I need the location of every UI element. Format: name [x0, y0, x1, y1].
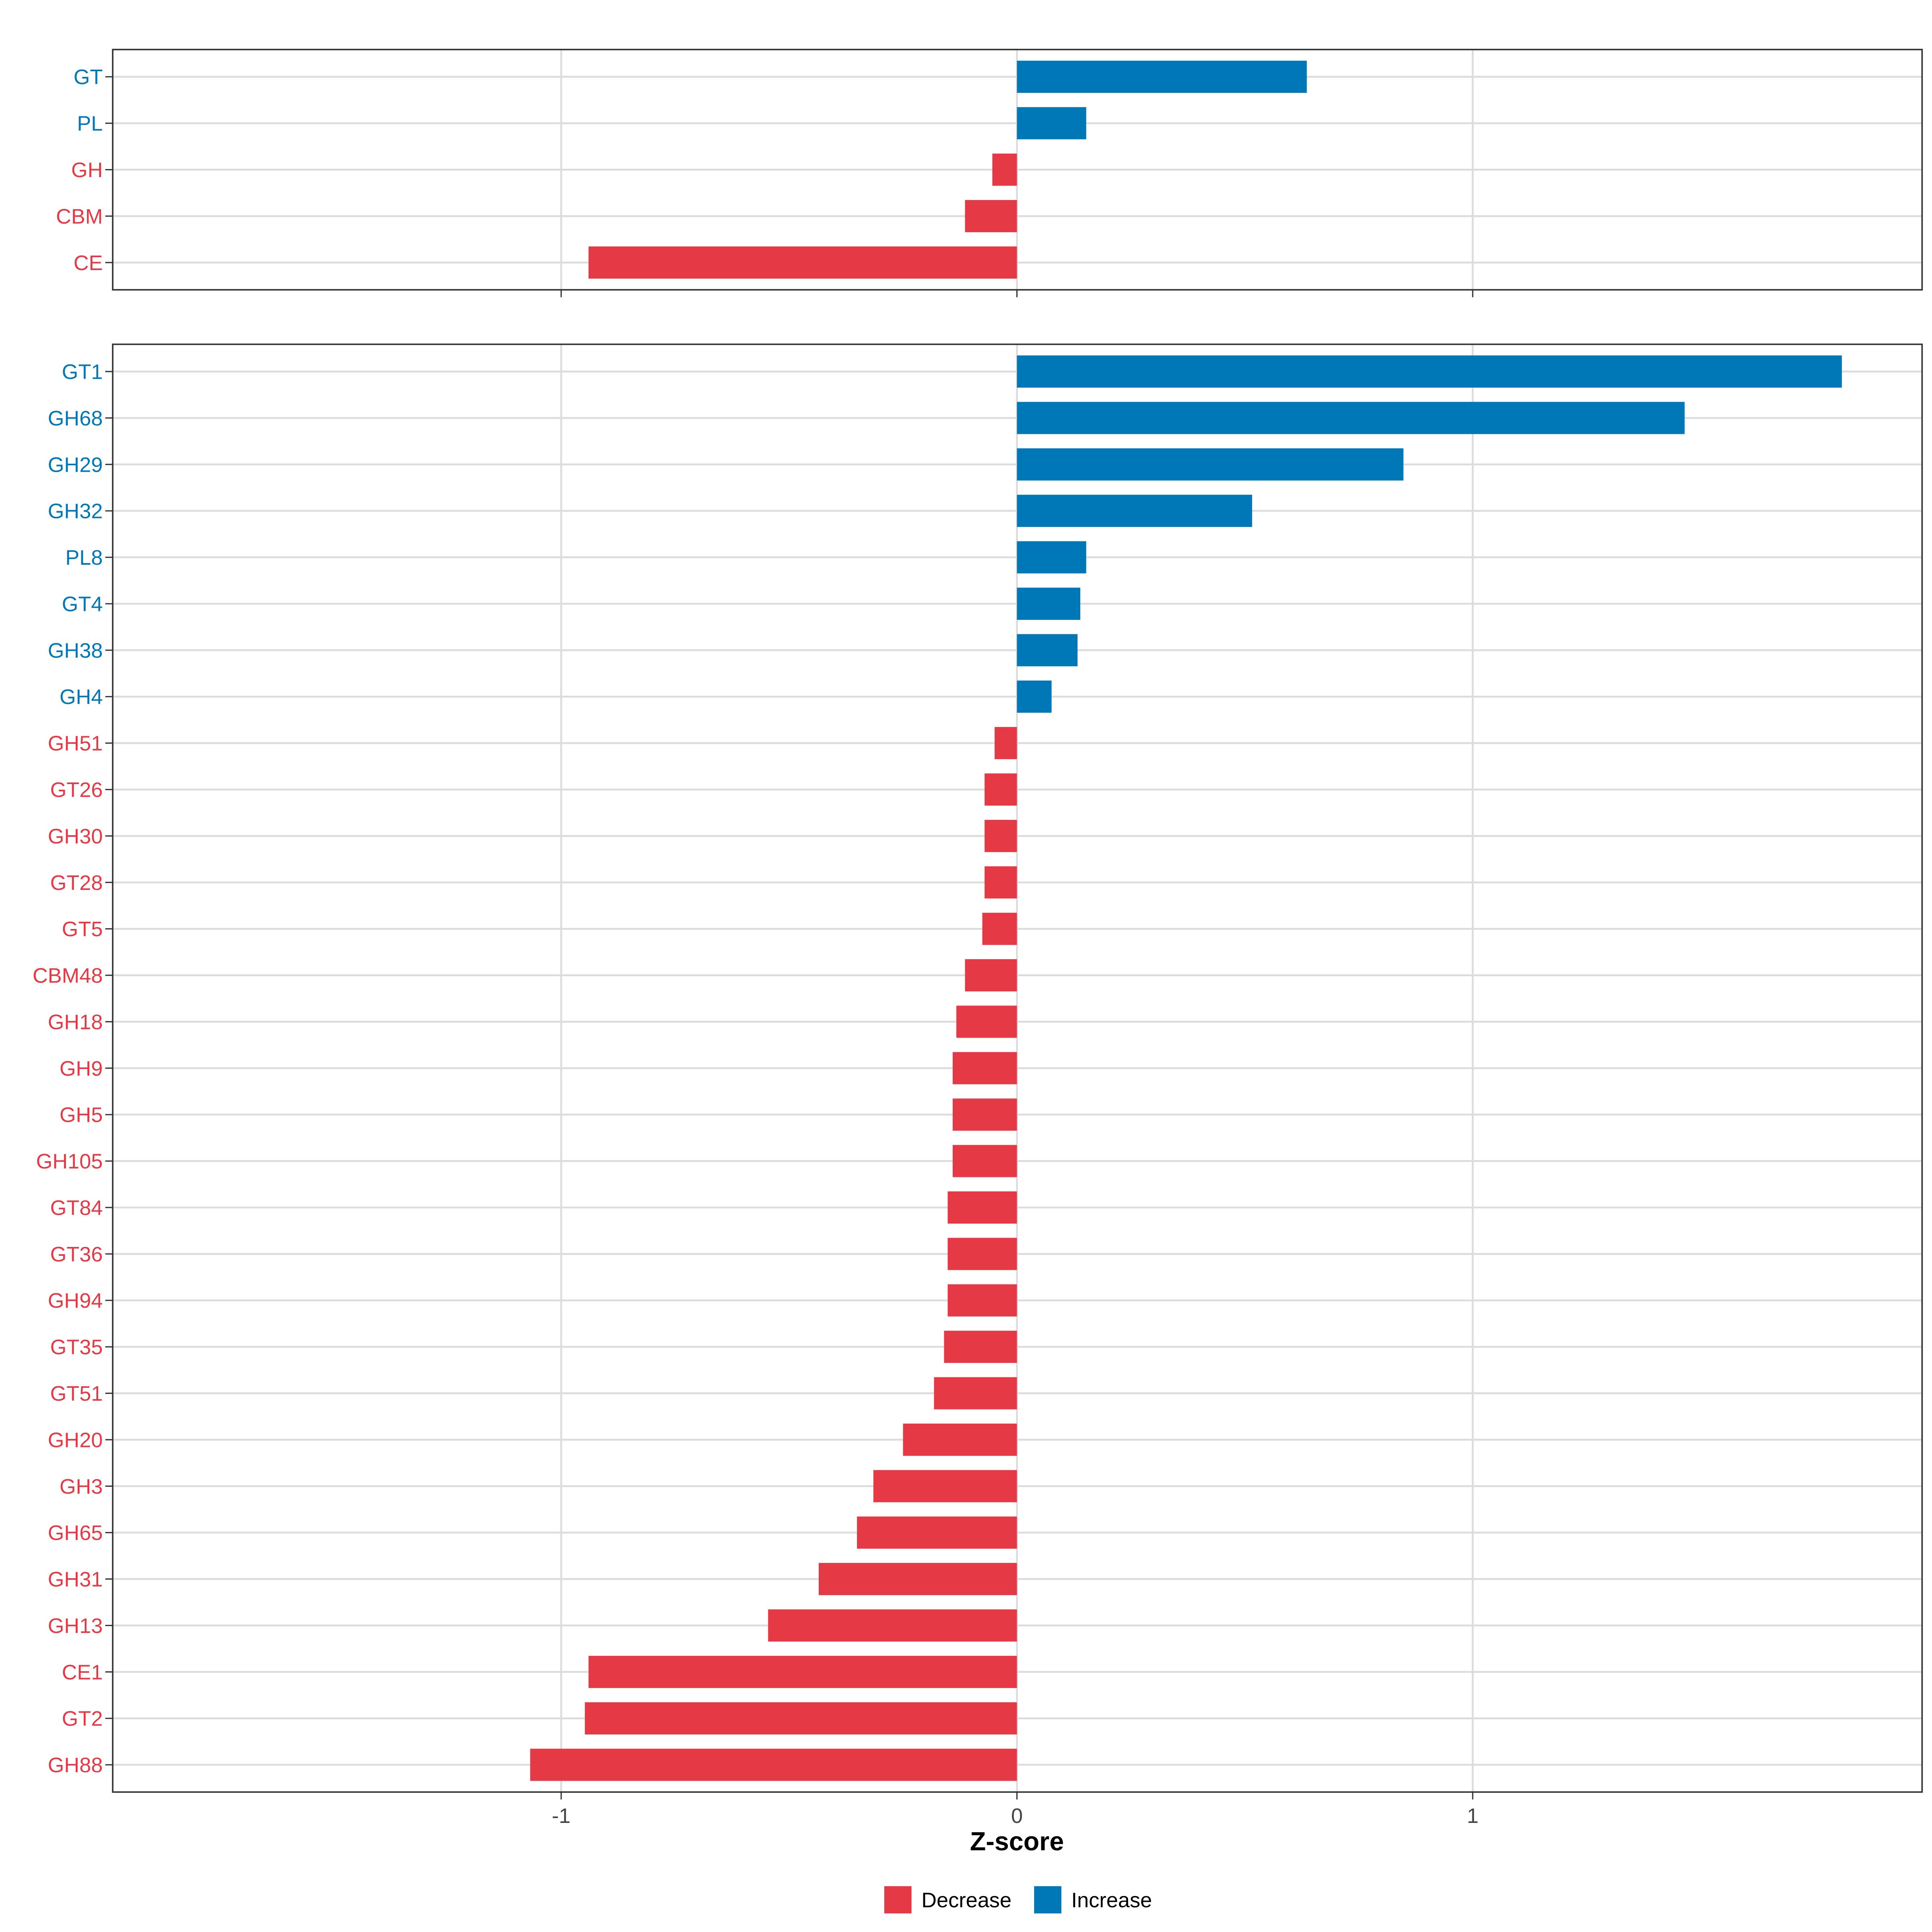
x-tick-label: -1: [552, 1804, 571, 1828]
y-tick-label: GT2: [62, 1707, 103, 1731]
legend-label-decrease: Decrease: [921, 1889, 1011, 1912]
bar-gh94: [947, 1284, 1017, 1317]
y-tick-label: CBM: [56, 205, 103, 228]
bar-gh88: [530, 1748, 1017, 1781]
y-tick-label: GT84: [50, 1196, 103, 1220]
y-tick-label: GT28: [50, 871, 103, 895]
bar-gt2: [585, 1702, 1017, 1735]
x-axis-title: Z-score: [970, 1827, 1064, 1856]
y-tick-label: CE1: [62, 1661, 103, 1684]
legend-swatch-increase: [1034, 1886, 1061, 1913]
bar-gh4: [1017, 680, 1052, 713]
y-tick-label: GT5: [62, 918, 103, 941]
y-tick-label: GT51: [50, 1382, 103, 1406]
bar-gh29: [1017, 448, 1404, 481]
y-tick-label: GH4: [60, 685, 103, 709]
bar-gt28: [985, 866, 1017, 899]
bar-gh13: [768, 1609, 1017, 1642]
bar-cbm48: [965, 959, 1017, 992]
y-tick-label: GH68: [48, 407, 103, 430]
legend-label-increase: Increase: [1071, 1889, 1152, 1912]
y-tick-label: GH: [71, 159, 103, 182]
y-tick-label: GH9: [60, 1057, 103, 1080]
y-tick-label: GH105: [36, 1150, 103, 1173]
y-tick-label: GH30: [48, 825, 103, 848]
bar-gt5: [982, 912, 1017, 945]
bar-pl8: [1017, 541, 1086, 574]
x-tick-label: 1: [1467, 1804, 1478, 1828]
y-tick-label: GH31: [48, 1568, 103, 1591]
bar-gh20: [903, 1423, 1017, 1456]
bar-gh5: [952, 1098, 1017, 1131]
y-tick-label: PL: [77, 112, 103, 136]
bar-gt84: [947, 1191, 1017, 1224]
y-tick-label: GH88: [48, 1754, 103, 1777]
y-tick-label: GH13: [48, 1614, 103, 1638]
y-tick-label: GH29: [48, 453, 103, 477]
y-tick-label: GH32: [48, 500, 103, 523]
y-tick-label: PL8: [65, 546, 103, 570]
bar-gt51: [934, 1377, 1017, 1410]
bar-gh65: [857, 1516, 1017, 1549]
legend-swatch-decrease: [884, 1886, 912, 1913]
bar-gh31: [818, 1563, 1017, 1596]
bar-gt4: [1017, 588, 1080, 620]
y-tick-label: GT35: [50, 1336, 103, 1359]
y-tick-label: GH51: [48, 732, 103, 755]
y-tick-label: GH94: [48, 1289, 103, 1313]
bar-gt35: [944, 1331, 1017, 1363]
y-tick-label: CE: [74, 252, 103, 275]
y-tick-label: GT1: [62, 361, 103, 384]
bar-cbm: [965, 200, 1017, 232]
y-tick-label: CBM48: [33, 964, 103, 988]
bar-gt26: [985, 773, 1017, 806]
bar-gh: [992, 153, 1017, 186]
y-tick-label: GT36: [50, 1243, 103, 1266]
x-tick-label: 0: [1011, 1804, 1023, 1828]
y-tick-label: GT26: [50, 778, 103, 802]
bar-gh18: [956, 1005, 1017, 1038]
bar-gh30: [985, 819, 1017, 852]
bar-pl: [1017, 107, 1086, 140]
bar-gh9: [952, 1052, 1017, 1084]
bar-ce1: [588, 1655, 1017, 1688]
bar-gt: [1017, 60, 1307, 93]
bar-gh38: [1017, 634, 1078, 667]
y-tick-label: GH18: [48, 1011, 103, 1034]
y-tick-label: GH3: [60, 1475, 103, 1499]
y-tick-label: GH5: [60, 1104, 103, 1127]
bar-gt36: [947, 1238, 1017, 1270]
y-tick-label: GH38: [48, 639, 103, 663]
y-tick-label: GT: [74, 66, 103, 89]
bar-gh51: [995, 727, 1017, 760]
bar-gh32: [1017, 495, 1252, 527]
bar-gh68: [1017, 402, 1685, 434]
bar-gh3: [873, 1470, 1017, 1503]
y-tick-label: GT4: [62, 592, 103, 616]
y-tick-label: GH65: [48, 1521, 103, 1545]
y-tick-label: GH20: [48, 1428, 103, 1452]
bar-gt1: [1017, 355, 1842, 388]
bar-gh105: [952, 1145, 1017, 1177]
bar-ce: [588, 246, 1017, 279]
